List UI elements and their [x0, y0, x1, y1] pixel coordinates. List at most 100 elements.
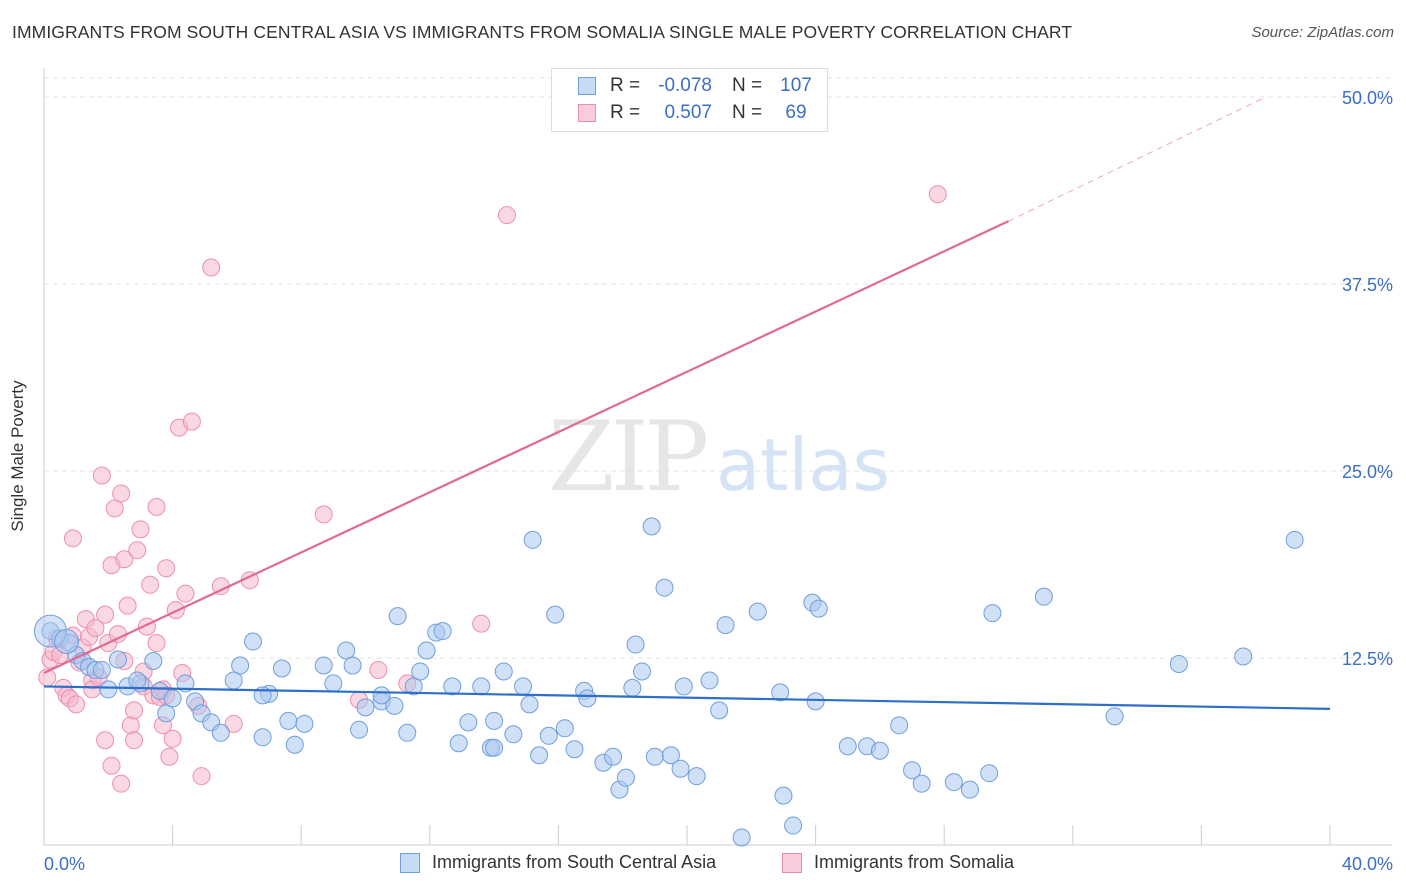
point-somalia	[182, 412, 201, 431]
point-somalia	[224, 714, 243, 733]
point-south-central-asia	[960, 780, 979, 799]
point-south-central-asia	[983, 604, 1002, 623]
point-south-central-asia	[732, 828, 751, 847]
point-somalia	[125, 701, 144, 720]
bottom-legend-swatch-pink	[782, 853, 802, 873]
x-tick-label-max: 40.0%	[1342, 854, 1393, 874]
point-south-central-asia	[944, 773, 963, 792]
point-south-central-asia	[398, 723, 417, 742]
point-south-central-asia	[99, 680, 118, 699]
point-south-central-asia	[385, 696, 404, 715]
point-south-central-asia	[809, 599, 828, 618]
point-south-central-asia	[504, 725, 523, 744]
point-south-central-asia	[144, 651, 163, 670]
point-south-central-asia	[108, 650, 127, 669]
point-somalia	[314, 505, 333, 524]
point-south-central-asia	[890, 716, 909, 735]
point-somalia	[163, 729, 182, 748]
point-south-central-asia	[520, 695, 539, 714]
point-somalia	[160, 747, 179, 766]
point-south-central-asia	[417, 641, 436, 660]
point-south-central-asia	[980, 764, 999, 783]
legend-swatch-blue	[578, 77, 596, 95]
point-south-central-asia	[674, 677, 693, 696]
point-somalia	[928, 185, 947, 204]
legend-swatch-pink	[578, 104, 596, 122]
y-tick-label: 50.0%	[1342, 88, 1393, 108]
point-south-central-asia	[343, 656, 362, 675]
trendline-somalia	[43, 220, 1009, 674]
point-south-central-asia	[1169, 654, 1188, 673]
point-south-central-asia	[700, 671, 719, 690]
point-south-central-asia	[337, 641, 356, 660]
point-south-central-asia-large	[54, 629, 80, 655]
point-south-central-asia	[626, 635, 645, 654]
point-south-central-asia	[372, 686, 391, 705]
bottom-legend-label: Immigrants from South Central Asia	[432, 852, 717, 872]
point-south-central-asia	[472, 677, 491, 696]
bottom-legend-label: Immigrants from Somalia	[814, 852, 1015, 872]
point-south-central-asia	[555, 719, 574, 738]
point-somalia	[176, 584, 195, 603]
y-tick-label: 25.0%	[1342, 462, 1393, 482]
point-south-central-asia	[1105, 707, 1124, 726]
legend-r-value: 0.507	[664, 102, 712, 123]
point-somalia	[125, 731, 144, 750]
point-somalia	[121, 716, 140, 735]
watermark-atlas: atlas	[716, 423, 890, 507]
trendline-south-central-asia	[43, 685, 1331, 710]
point-somalia	[157, 559, 176, 578]
point-south-central-asia	[671, 759, 690, 778]
point-south-central-asia	[514, 677, 533, 696]
point-south-central-asia	[279, 711, 298, 730]
point-south-central-asia	[388, 607, 407, 626]
point-south-central-asia	[716, 616, 735, 635]
point-somalia	[131, 520, 150, 539]
point-south-central-asia	[459, 713, 478, 732]
point-somalia	[67, 695, 86, 714]
point-south-central-asia	[546, 605, 565, 624]
point-south-central-asia	[1234, 647, 1253, 666]
point-south-central-asia	[449, 734, 468, 753]
point-south-central-asia	[838, 737, 857, 756]
point-south-central-asia	[243, 632, 262, 651]
legend-r-label: R =	[610, 75, 641, 96]
point-somalia	[147, 497, 166, 516]
point-south-central-asia	[870, 741, 889, 760]
point-south-central-asia	[632, 662, 651, 681]
point-somalia	[369, 660, 388, 679]
legend-n-label: N =	[732, 102, 763, 123]
point-somalia	[497, 206, 516, 225]
point-south-central-asia	[784, 816, 803, 835]
point-south-central-asia	[645, 747, 664, 766]
point-south-central-asia	[806, 692, 825, 711]
point-somalia	[92, 466, 111, 485]
point-south-central-asia	[912, 774, 931, 793]
point-south-central-asia	[163, 689, 182, 708]
trendline-somalia-extension	[1008, 96, 1266, 222]
point-south-central-asia	[710, 701, 729, 720]
point-somalia	[112, 484, 131, 503]
point-south-central-asia	[211, 723, 230, 742]
point-south-central-asia	[443, 677, 462, 696]
point-somalia	[147, 634, 166, 653]
point-somalia	[128, 541, 147, 560]
point-somalia	[96, 731, 115, 750]
point-south-central-asia	[748, 602, 767, 621]
point-south-central-asia	[530, 746, 549, 765]
point-south-central-asia	[433, 622, 452, 641]
point-south-central-asia	[350, 720, 369, 739]
point-somalia	[63, 529, 82, 548]
point-somalia	[118, 596, 137, 615]
point-south-central-asia	[494, 662, 513, 681]
chart-title: IMMIGRANTS FROM SOUTH CENTRAL ASIA VS IM…	[12, 22, 1073, 42]
point-south-central-asia	[771, 683, 790, 702]
point-south-central-asia	[1034, 587, 1053, 606]
legend-n-value: 107	[780, 75, 812, 96]
point-somalia	[86, 619, 105, 638]
point-somalia	[96, 605, 115, 624]
point-south-central-asia	[485, 711, 504, 730]
legend-r-value: -0.078	[658, 75, 712, 96]
legend-r-label: R =	[610, 102, 641, 123]
point-south-central-asia	[539, 726, 558, 745]
